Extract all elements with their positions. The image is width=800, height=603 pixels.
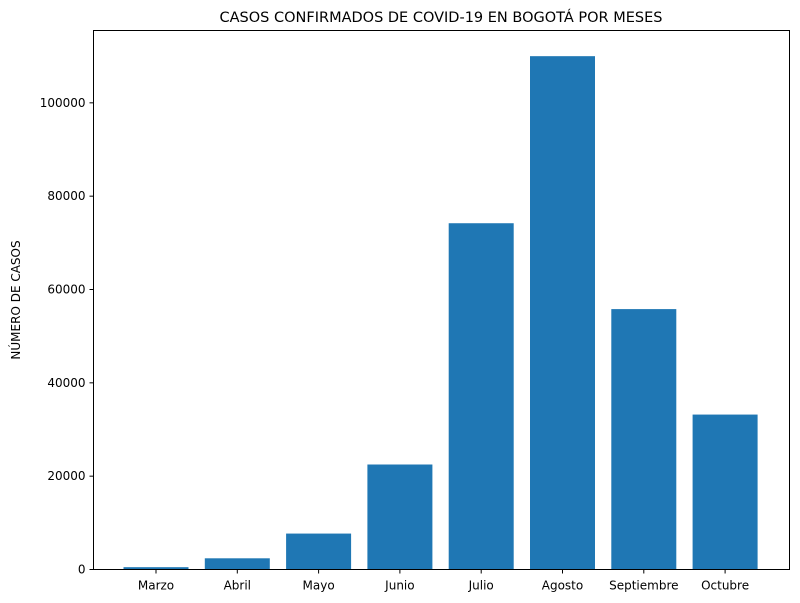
x-tick-label: Octubre: [701, 579, 749, 593]
plot-frame: [93, 30, 790, 570]
x-tick-label: Marzo: [138, 579, 174, 593]
x-tick-label: Septiembre: [609, 579, 678, 593]
x-tick-label: Mayo: [303, 579, 335, 593]
y-tick-label: 40000: [47, 376, 85, 390]
bar-octubre: [692, 414, 758, 570]
bar-julio: [448, 223, 514, 570]
y-tick-label: 80000: [47, 189, 85, 203]
y-tick-label: 0: [78, 563, 86, 577]
x-axis-ticks: Marzo Abril Mayo Junio Julio Agosto Septiembre…: [138, 569, 749, 593]
bars-group: [123, 56, 758, 570]
y-tick-label: 100000: [40, 96, 86, 110]
bar-junio: [367, 464, 433, 570]
bar-septiembre: [611, 309, 677, 570]
x-tick-label: Abril: [224, 579, 251, 593]
y-axis-ticks: 0 20000 40000 60000 80000 100000: [40, 96, 94, 577]
bar-mayo: [286, 533, 352, 570]
x-tick-label: Junio: [384, 579, 414, 593]
x-tick-label: Julio: [468, 579, 494, 593]
bar-marzo: [123, 567, 189, 570]
y-axis-label: NÚMERO DE CASOS: [8, 240, 23, 359]
chart-title: CASOS CONFIRMADOS DE COVID-19 EN BOGOTÁ …: [220, 9, 663, 26]
y-tick-label: 60000: [47, 283, 85, 297]
x-tick-label: Agosto: [542, 579, 583, 593]
bar-agosto: [530, 56, 595, 570]
bar-abril: [204, 558, 270, 570]
y-tick-label: 20000: [47, 469, 85, 483]
